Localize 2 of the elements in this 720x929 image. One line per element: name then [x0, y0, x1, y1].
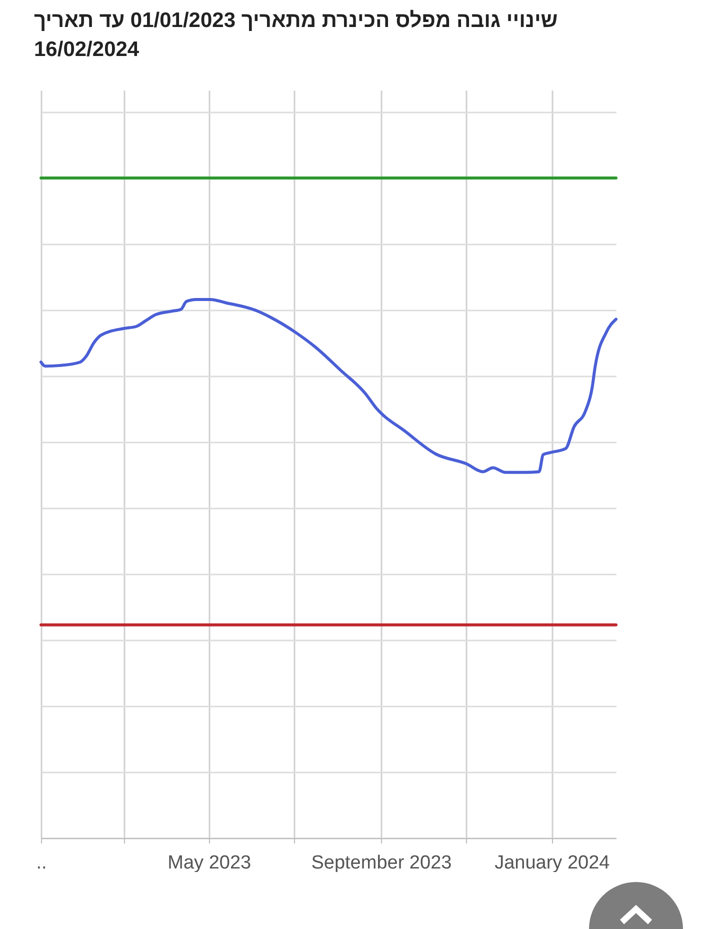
chart-title: שינויי גובה מפלס הכינרת מתאריך 01/01/2023 עד תאריך 16/02/2024 [34, 8, 559, 63]
x-tick-label: .. [36, 852, 47, 874]
